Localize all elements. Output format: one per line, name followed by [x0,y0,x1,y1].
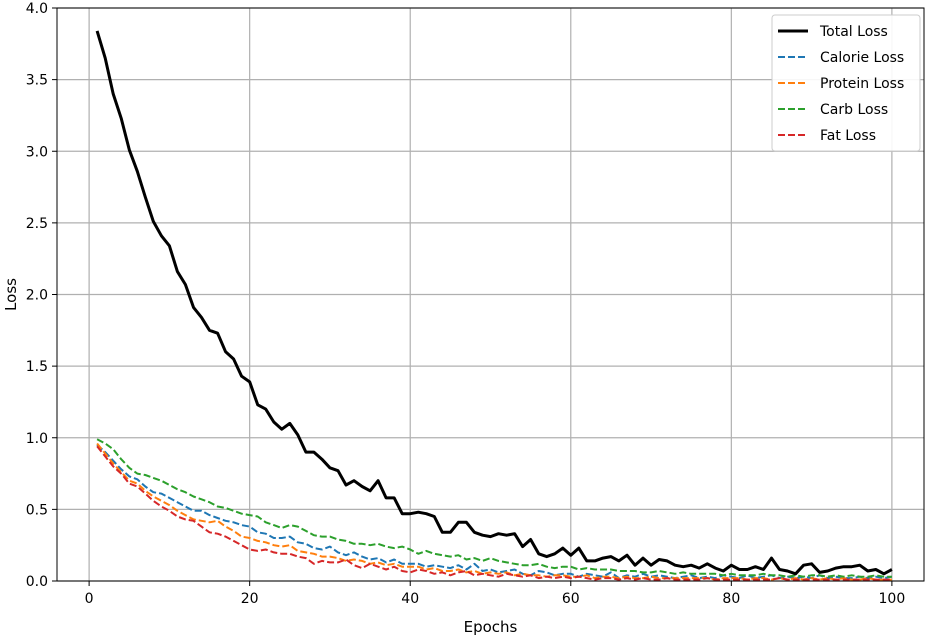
legend-label: Fat Loss [820,128,876,144]
legend-label: Total Loss [819,24,888,40]
legend-box [771,14,921,152]
y-tick-label: 2.0 [26,288,48,304]
x-tick-label: 40 [401,591,419,607]
series-line-fat-loss [96,445,892,581]
tick-layer: 0 20 40 60 80 100 0.0 0.5 1.0 1.5 2.0 2.5 3.0 3.5 4.0 [26,1,906,607]
legend-label: Protein Loss [820,76,904,92]
series-line-protein-loss [96,442,892,581]
y-tick-label: 3.5 [26,73,48,89]
y-tick-label: 0.0 [26,574,48,590]
y-tick-label: 2.5 [26,216,48,232]
x-tick-label: 20 [241,591,259,607]
x-tick-label: 60 [562,591,580,607]
y-tick-label: 3.0 [26,144,48,160]
x-tick-label: 80 [722,591,740,607]
legend-label: Calorie Loss [820,50,904,66]
y-tick-label: 1.5 [26,359,48,375]
y-tick-label: 1.0 [26,431,48,447]
series-line-calorie-loss [96,444,893,580]
x-tick-label: 0 [85,591,94,607]
series-line-total-loss [95,30,893,576]
x-tick-label: 100 [879,591,906,607]
series-layer [95,30,893,581]
x-axis-label: Epochs [464,618,518,636]
y-axis-label: Loss [2,278,20,311]
y-tick-label: 0.5 [26,502,48,518]
legend-label: Carb Loss [820,102,888,118]
legend: Total Loss Calorie Loss Protein Loss Carb L… [771,14,921,152]
series-line-carb-loss [96,438,892,578]
y-tick-label: 4.0 [26,1,48,17]
